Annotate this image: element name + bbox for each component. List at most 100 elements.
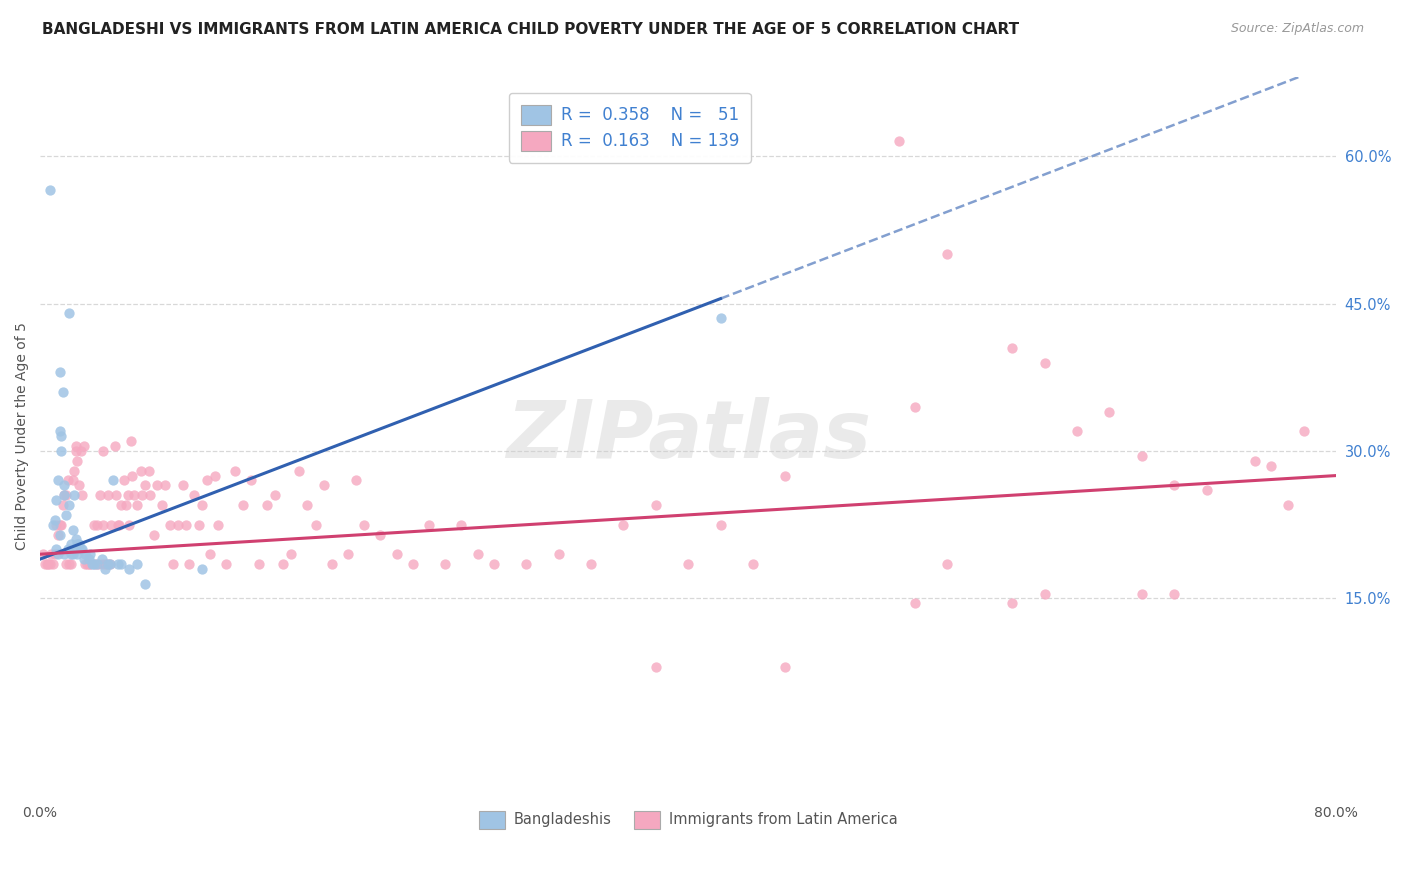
Point: [91, 517, 114, 532]
Point: [117, 488, 139, 502]
Point: [41, 547, 63, 561]
Point: [1292, 425, 1315, 439]
Point: [775, 468, 797, 483]
Point: [131, 488, 153, 502]
Point: [904, 400, 927, 414]
Point: [101, 474, 124, 488]
Point: [42, 517, 65, 532]
Point: [709, 517, 731, 532]
Point: [936, 557, 959, 571]
Point: [51, 429, 73, 443]
Point: [55, 508, 77, 522]
Point: [37, 557, 59, 571]
Point: [69, 444, 91, 458]
Point: [1033, 355, 1056, 369]
Point: [150, 498, 173, 512]
Point: [80, 557, 103, 571]
Point: [110, 498, 132, 512]
Y-axis label: Child Poverty Under the Age of 5: Child Poverty Under the Age of 5: [15, 322, 30, 550]
Point: [56, 474, 79, 488]
Text: ZIPatlas: ZIPatlas: [506, 397, 870, 475]
Point: [1001, 596, 1024, 610]
Point: [121, 468, 143, 483]
Point: [344, 474, 367, 488]
Point: [256, 498, 278, 512]
Point: [53, 547, 76, 561]
Point: [59, 537, 82, 551]
Point: [45, 517, 67, 532]
Point: [52, 498, 75, 512]
Point: [44, 547, 66, 561]
Point: [742, 557, 765, 571]
Point: [1130, 449, 1153, 463]
Point: [42, 557, 65, 571]
Point: [232, 498, 254, 512]
Point: [77, 557, 100, 571]
Point: [142, 527, 165, 541]
Point: [195, 474, 218, 488]
Point: [89, 488, 111, 502]
Point: [77, 552, 100, 566]
Point: [32, 547, 55, 561]
Point: [52, 384, 75, 399]
Point: [65, 542, 87, 557]
Text: BANGLADESHI VS IMMIGRANTS FROM LATIN AMERICA CHILD POVERTY UNDER THE AGE OF 5 CO: BANGLADESHI VS IMMIGRANTS FROM LATIN AME…: [42, 22, 1019, 37]
Point: [58, 306, 80, 320]
Point: [83, 557, 105, 571]
Point: [65, 533, 87, 547]
Point: [90, 552, 112, 566]
Point: [271, 557, 294, 571]
Point: [179, 557, 201, 571]
Point: [84, 557, 107, 571]
Point: [51, 444, 73, 458]
Point: [1033, 586, 1056, 600]
Point: [100, 517, 122, 532]
Point: [98, 557, 121, 571]
Point: [76, 557, 98, 571]
Point: [187, 517, 209, 532]
Point: [98, 557, 121, 571]
Point: [200, 547, 222, 561]
Point: [63, 488, 86, 502]
Point: [75, 547, 97, 561]
Point: [83, 517, 105, 532]
Point: [402, 557, 425, 571]
Legend: Bangladeshis, Immigrants from Latin America: Bangladeshis, Immigrants from Latin Amer…: [472, 805, 903, 834]
Point: [434, 557, 457, 571]
Point: [104, 439, 127, 453]
Point: [53, 488, 76, 502]
Point: [65, 444, 87, 458]
Point: [45, 493, 67, 508]
Point: [288, 464, 311, 478]
Point: [48, 527, 70, 541]
Point: [90, 557, 112, 571]
Point: [48, 365, 70, 379]
Point: [86, 557, 108, 571]
Point: [134, 478, 156, 492]
Point: [46, 547, 69, 561]
Point: [1244, 454, 1267, 468]
Point: [297, 498, 319, 512]
Point: [159, 517, 181, 532]
Point: [321, 557, 343, 571]
Point: [336, 547, 359, 561]
Point: [62, 547, 84, 561]
Point: [579, 557, 602, 571]
Point: [108, 517, 131, 532]
Point: [304, 517, 326, 532]
Point: [75, 557, 97, 571]
Point: [936, 247, 959, 261]
Point: [67, 478, 90, 492]
Point: [66, 547, 89, 561]
Point: [904, 596, 927, 610]
Point: [224, 464, 246, 478]
Point: [775, 660, 797, 674]
Point: [115, 498, 138, 512]
Point: [887, 134, 910, 148]
Point: [280, 547, 302, 561]
Point: [63, 464, 86, 478]
Point: [467, 547, 489, 561]
Point: [62, 523, 84, 537]
Point: [644, 660, 666, 674]
Point: [58, 498, 80, 512]
